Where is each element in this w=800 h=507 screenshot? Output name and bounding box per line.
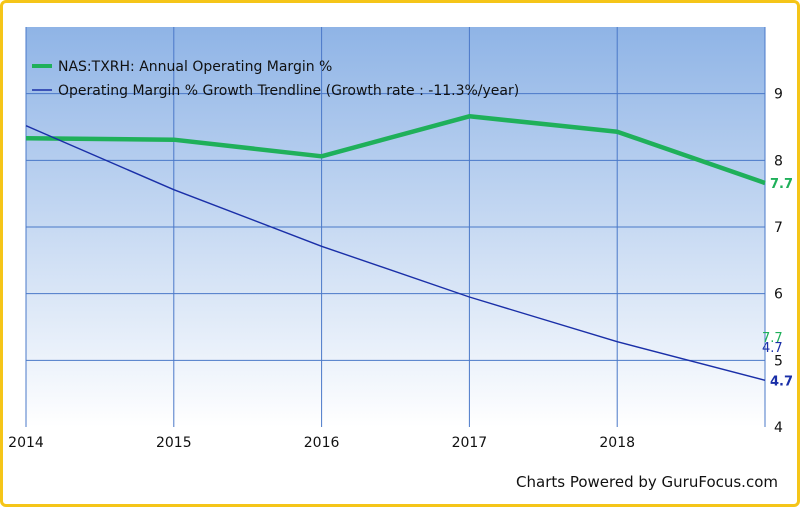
series-end-label: 7.7 (770, 177, 793, 192)
x-tick-label: 2014 (8, 435, 44, 451)
y-tick-label: 6 (774, 287, 783, 303)
side-value-label: 7.7 (762, 331, 783, 346)
y-tick-label: 4 (774, 420, 783, 436)
series-end-label: 4.7 (770, 374, 793, 389)
y-tick-label: 8 (774, 153, 783, 169)
series-main-line (25, 114, 766, 186)
x-tick-label: 2017 (452, 435, 488, 451)
y-tick-label: 5 (774, 353, 783, 369)
chart-credit: Charts Powered by GuruFocus.com (516, 473, 778, 491)
series-layer (25, 114, 766, 381)
y-tick-label: 7 (774, 220, 783, 236)
side-value-label: 4.7 (762, 341, 783, 356)
y-tick-label: 9 (774, 87, 783, 103)
x-tick-label: 2015 (156, 435, 192, 451)
series-trend-line (25, 125, 766, 381)
x-tick-label: 2018 (599, 435, 635, 451)
legend: NAS:TXRH: Annual Operating Margin % Oper… (32, 59, 519, 99)
legend-label-main: NAS:TXRH: Annual Operating Margin % (58, 59, 332, 75)
legend-label-trend: Operating Margin % Growth Trendline (Gro… (58, 83, 519, 99)
x-tick-label: 2016 (304, 435, 340, 451)
grid (25, 27, 766, 427)
